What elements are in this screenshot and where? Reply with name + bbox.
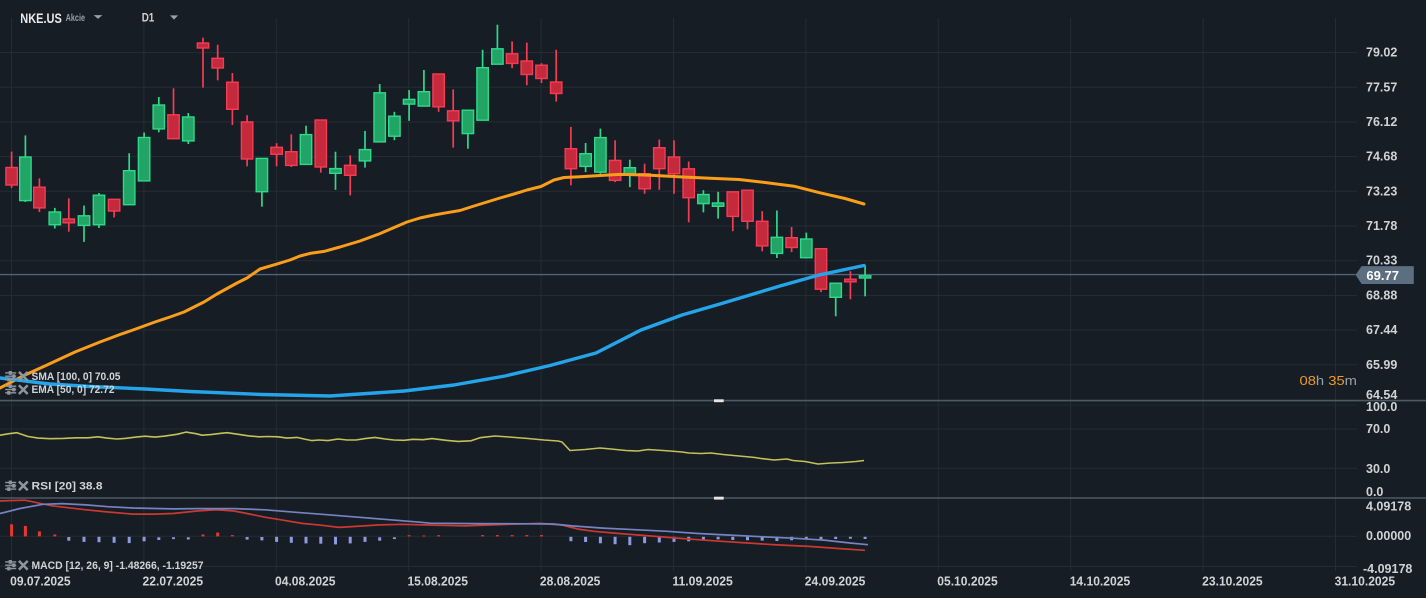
svg-text:0.00000: 0.00000 (1366, 529, 1411, 543)
svg-text:31.10.2025: 31.10.2025 (1335, 575, 1396, 589)
svg-text:70.0: 70.0 (1366, 422, 1390, 436)
svg-text:23.10.2025: 23.10.2025 (1202, 575, 1263, 589)
svg-text:74.68: 74.68 (1366, 150, 1397, 164)
svg-text:65.99: 65.99 (1366, 358, 1397, 372)
svg-text:-4.09178: -4.09178 (1363, 562, 1412, 576)
svg-text:0.0: 0.0 (1366, 485, 1383, 499)
svg-text:04.08.2025: 04.08.2025 (275, 575, 336, 589)
svg-text:67.44: 67.44 (1366, 323, 1397, 337)
svg-text:22.07.2025: 22.07.2025 (143, 575, 204, 589)
svg-text:Akcie: Akcie (66, 13, 86, 24)
svg-text:4.09178: 4.09178 (1366, 500, 1411, 514)
svg-text:D1: D1 (142, 12, 155, 24)
svg-text:15.08.2025: 15.08.2025 (407, 575, 468, 589)
svg-text:EMA [50, 0] 72.72: EMA [50, 0] 72.72 (32, 384, 115, 396)
svg-text:28.08.2025: 28.08.2025 (540, 575, 601, 589)
svg-text:09.07.2025: 09.07.2025 (10, 575, 71, 589)
svg-text:100.0: 100.0 (1366, 400, 1397, 414)
svg-text:69.77: 69.77 (1366, 268, 1399, 283)
svg-text:SMA [100, 0] 70.05: SMA [100, 0] 70.05 (32, 371, 121, 383)
svg-text:77.57: 77.57 (1366, 80, 1397, 94)
svg-text:30.0: 30.0 (1366, 462, 1390, 476)
svg-text:70.33: 70.33 (1366, 254, 1397, 268)
svg-text:11.09.2025: 11.09.2025 (672, 575, 733, 589)
svg-text:RSI [20] 38.8: RSI [20] 38.8 (32, 480, 103, 492)
svg-text:MACD [12, 26, 9] -1.48266, -1.: MACD [12, 26, 9] -1.48266, -1.19257 (32, 560, 204, 572)
svg-text:14.10.2025: 14.10.2025 (1070, 575, 1131, 589)
svg-text:08h 35m: 08 h 35 m (1300, 373, 1358, 388)
svg-text:71.78: 71.78 (1366, 219, 1397, 233)
svg-text:05.10.2025: 05.10.2025 (937, 575, 998, 589)
svg-text:64.54: 64.54 (1366, 388, 1397, 402)
svg-text:68.88: 68.88 (1366, 288, 1397, 302)
svg-text:NKE.US: NKE.US (20, 10, 62, 26)
svg-text:76.12: 76.12 (1366, 115, 1397, 129)
svg-text:73.23: 73.23 (1366, 184, 1397, 198)
svg-text:24.09.2025: 24.09.2025 (805, 575, 866, 589)
svg-text:79.02: 79.02 (1366, 46, 1397, 60)
